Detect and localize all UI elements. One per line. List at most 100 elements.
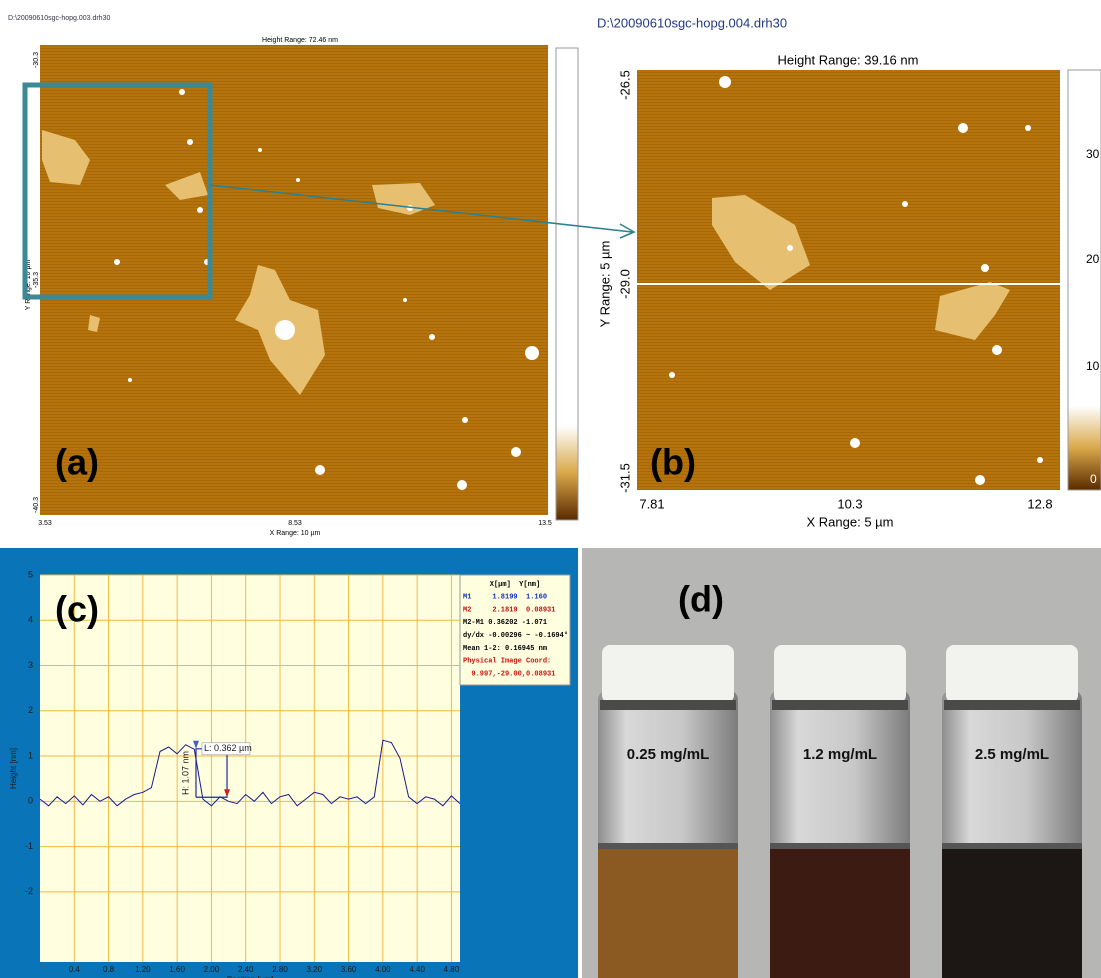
readout-line: X[µm] Y[nm] (490, 581, 540, 589)
afm-image (637, 70, 1060, 490)
particle (114, 259, 120, 265)
vial-neck (944, 700, 1080, 710)
x-tick-label: 12.8 (1027, 496, 1052, 511)
height-range: Height Range: 72.46 nm (262, 37, 338, 44)
x-tick-label: 7.81 (639, 496, 664, 511)
colorbar-tick-label: 0 (1090, 472, 1097, 486)
x-tick-label: 10.3 (837, 496, 862, 511)
sample-label: 1.2 mg/mL (803, 746, 877, 763)
readout-box (460, 575, 570, 685)
readout-line: M2 2.1819 0.08931 (463, 606, 555, 614)
colorbar (1068, 70, 1101, 490)
vial-cap (946, 645, 1078, 703)
x-tick-label: 0.4 (69, 965, 81, 974)
particle (429, 334, 435, 340)
y-tick-label: -31.5 (617, 463, 632, 493)
particle (902, 201, 908, 207)
particle (850, 438, 860, 448)
annotation: H: 1.07 nm (180, 751, 190, 795)
y-tick-label: 4 (28, 615, 33, 625)
readout-line: dy/dx -0.00296 ~ -0.1694° (463, 631, 568, 640)
particle (669, 372, 675, 378)
particle (403, 298, 407, 302)
particle (296, 178, 300, 182)
y-tick-label: -29.0 (617, 269, 632, 299)
particle (719, 76, 731, 88)
sample-label: 0.25 mg/mL (627, 746, 710, 763)
particle (457, 480, 467, 490)
vial-neck (772, 700, 908, 710)
y-axis-label: Y Range: 5 µm (597, 241, 612, 328)
x-tick-label: 3.20 (306, 965, 322, 974)
y-tick-label: 1 (28, 750, 33, 760)
particle (258, 148, 262, 152)
particle (197, 207, 203, 213)
x-tick-label: 2.00 (204, 965, 220, 974)
particle (525, 346, 539, 360)
vial-liquid (770, 845, 910, 978)
y-tick-label: -2 (25, 886, 33, 896)
x-tick-label: 0.8 (103, 965, 115, 974)
vial-neck (600, 700, 736, 710)
panel-d: 0.25 mg/mL 1.2 mg/mL 2.5 mg/mL (d) (582, 548, 1101, 978)
vial-liquid-top (770, 843, 910, 849)
particle (787, 245, 793, 251)
y-tick-label: 2 (28, 705, 33, 715)
x-tick-label: 2.40 (238, 965, 254, 974)
panel-label: (c) (55, 589, 99, 630)
particle (1037, 457, 1043, 463)
colorbar-tick-label: 30 (1086, 147, 1100, 161)
x-tick-label: 4.40 (409, 965, 425, 974)
particle (462, 417, 468, 423)
y-tick-label: -35.3 (33, 272, 40, 288)
plot-area (40, 575, 460, 962)
panel-c: 543210-1-20.40.81.201.602.002.402.803.20… (0, 548, 578, 978)
readout-line: M1 1.8199 1.160 (463, 594, 547, 602)
vial-cap (774, 645, 906, 703)
sample-label: 2.5 mg/mL (975, 746, 1049, 763)
height-range: Height Range: 39.16 nm (778, 52, 919, 67)
y-tick-label: 0 (28, 796, 33, 806)
readout-line: Mean 1-2: 0.16945 nm (463, 645, 547, 653)
file-name: D:\20090610sgc-hopg.003.drh30 (8, 15, 110, 22)
x-tick-label: 1.20 (135, 965, 151, 974)
particle (1025, 125, 1031, 131)
particle (187, 139, 193, 145)
x-tick-label: 13.5 (538, 520, 552, 527)
afm-image (40, 45, 548, 515)
vial-liquid-top (942, 843, 1082, 849)
x-tick-label: 3.53 (38, 520, 52, 527)
vials: 0.25 mg/mL 1.2 mg/mL 2.5 mg/mL (598, 645, 1082, 978)
particle (992, 345, 1002, 355)
x-tick-label: 4.00 (375, 965, 391, 974)
y-tick-label: -30.3 (33, 52, 40, 68)
panel-b: D:\20090610sgc-hopg.004.drh30 Height Ran… (597, 15, 1101, 529)
y-tick-label: -40.3 (33, 497, 40, 513)
vial-liquid (598, 845, 738, 978)
file-name: D:\20090610sgc-hopg.004.drh30 (597, 15, 787, 30)
x-axis-label: X Range: 10 µm (270, 530, 321, 537)
particle (179, 89, 185, 95)
panel-label: (d) (678, 579, 724, 620)
particle (958, 123, 968, 133)
y-tick-label: -26.5 (617, 70, 632, 100)
vial-cap (602, 645, 734, 703)
y-tick-label: 3 (28, 660, 33, 670)
x-tick-label: 3.60 (341, 965, 357, 974)
colorbar (556, 48, 578, 520)
vial-liquid-top (598, 843, 738, 849)
figure: D:\20090610sgc-hopg.003.drh30 Height Ran… (0, 0, 1101, 978)
x-tick-label: 2.80 (272, 965, 288, 974)
x-axis-label: X Range: 5 µm (807, 514, 894, 529)
particle (511, 447, 521, 457)
page: {"panel_a":{"file":"D:\\20090610sgc-hopg… (0, 0, 1101, 978)
readout-line: M2-M1 0.36202 -1.071 (463, 619, 547, 627)
y-tick-label: 5 (28, 569, 33, 579)
y-tick-label: -1 (25, 841, 33, 851)
colorbar-tick-label: 10 (1086, 359, 1100, 373)
x-tick-label: 8.53 (288, 520, 302, 527)
y-axis-label: Height [nm] (9, 748, 18, 789)
particle (128, 378, 132, 382)
particle (981, 264, 989, 272)
annotation: L: 0.362 µm (204, 743, 252, 753)
